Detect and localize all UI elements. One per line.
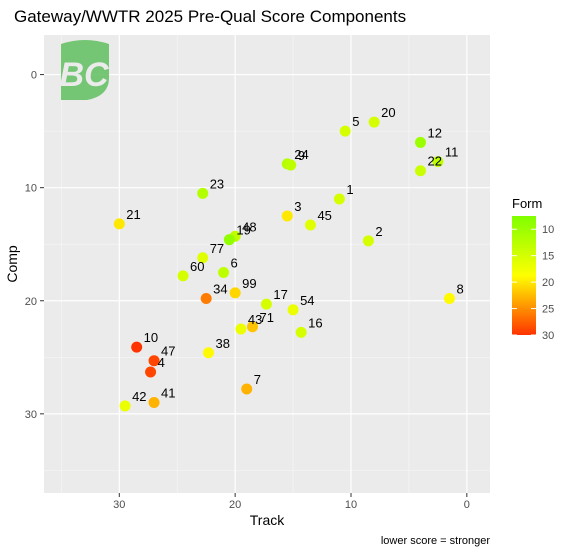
data-point: [148, 355, 160, 367]
point-label: 6: [231, 255, 238, 270]
point-label: 42: [132, 389, 146, 404]
x-axis-title: Track: [250, 512, 285, 528]
data-point: [247, 321, 259, 333]
logo-text: BC: [59, 56, 109, 94]
point-label: 5: [352, 114, 359, 129]
point-label: 2: [375, 224, 382, 239]
data-point: [197, 252, 209, 264]
point-label: 20: [381, 105, 395, 120]
point-label: 48: [242, 219, 256, 234]
data-point: [202, 347, 214, 359]
legend-tick-label: 30: [542, 330, 554, 342]
legend-tick-label: 25: [542, 304, 554, 316]
y-tick-label: 30: [25, 409, 37, 421]
legend-tick-label: 20: [542, 277, 554, 289]
x-tick-label: 20: [229, 499, 241, 511]
point-label: 34: [213, 281, 227, 296]
data-point: [295, 326, 307, 338]
point-label: 38: [215, 336, 229, 351]
data-points: [113, 116, 455, 412]
data-point: [119, 400, 131, 412]
point-label: 47: [161, 344, 175, 359]
caption: lower score = stronger: [381, 535, 490, 547]
x-tick-label: 0: [464, 499, 470, 511]
data-point: [287, 304, 299, 316]
data-point: [235, 323, 247, 335]
data-point: [229, 287, 241, 299]
data-point: [443, 292, 455, 304]
point-label: 4: [158, 355, 165, 370]
data-point: [113, 218, 125, 230]
data-point: [432, 156, 444, 168]
data-point: [368, 116, 380, 128]
data-point: [200, 292, 212, 304]
point-label: 60: [190, 259, 204, 274]
point-label: 23: [210, 176, 224, 191]
point-label: 17: [273, 287, 287, 302]
point-label: 12: [427, 125, 441, 140]
data-point: [145, 366, 157, 378]
point-label: 99: [242, 276, 256, 291]
data-point: [177, 270, 189, 282]
plot-panel: [44, 35, 490, 493]
point-label: 1: [346, 182, 353, 197]
data-point: [223, 234, 235, 246]
data-point: [339, 125, 351, 137]
data-point: [414, 136, 426, 148]
point-label: 10: [144, 330, 158, 345]
legend-title: Form: [512, 196, 542, 211]
bc-logo: BC: [59, 40, 109, 100]
axis-ticks: 30 20 10 0 0 10 20 30: [25, 70, 470, 511]
point-label: 71: [260, 310, 274, 325]
point-label: 11: [445, 145, 459, 160]
point-label: 54: [300, 293, 314, 308]
point-label: 21: [126, 207, 140, 222]
data-point: [281, 210, 293, 222]
chart-title: Gateway/WWTR 2025 Pre-Qual Score Compone…: [14, 7, 406, 26]
point-label: 45: [317, 208, 331, 223]
y-tick-label: 0: [31, 70, 37, 82]
data-point: [333, 193, 345, 205]
point-label: 22: [427, 154, 441, 169]
data-point: [197, 187, 209, 199]
point-label: 19: [236, 223, 250, 238]
point-label: 8: [456, 281, 463, 296]
data-point: [414, 165, 426, 177]
data-point: [304, 219, 316, 231]
point-label: 41: [161, 386, 175, 401]
legend-tick-label: 10: [542, 224, 554, 236]
y-tick-label: 10: [25, 183, 37, 195]
data-point: [131, 341, 143, 353]
point-label: 16: [308, 315, 322, 330]
data-point: [241, 383, 253, 395]
x-tick-label: 30: [113, 499, 125, 511]
point-label: 77: [210, 241, 224, 256]
form-legend: Form 10 15 20 25 30: [512, 196, 554, 342]
point-label: 3: [294, 199, 301, 214]
data-point: [285, 159, 297, 171]
point-label: 43: [248, 312, 262, 327]
point-label: 7: [254, 372, 261, 387]
data-point: [218, 266, 230, 278]
y-axis-title: Comp: [4, 245, 20, 283]
data-point: [362, 235, 374, 247]
x-tick-label: 10: [345, 499, 357, 511]
data-point: [148, 397, 160, 409]
legend-tick-label: 15: [542, 251, 554, 263]
data-point: [260, 298, 272, 310]
y-tick-label: 20: [25, 296, 37, 308]
legend-ticks: 10 15 20 25 30: [512, 224, 554, 342]
point-label: 9: [298, 148, 305, 163]
point-label: 24: [294, 147, 308, 162]
legend-colorbar: [512, 216, 536, 335]
